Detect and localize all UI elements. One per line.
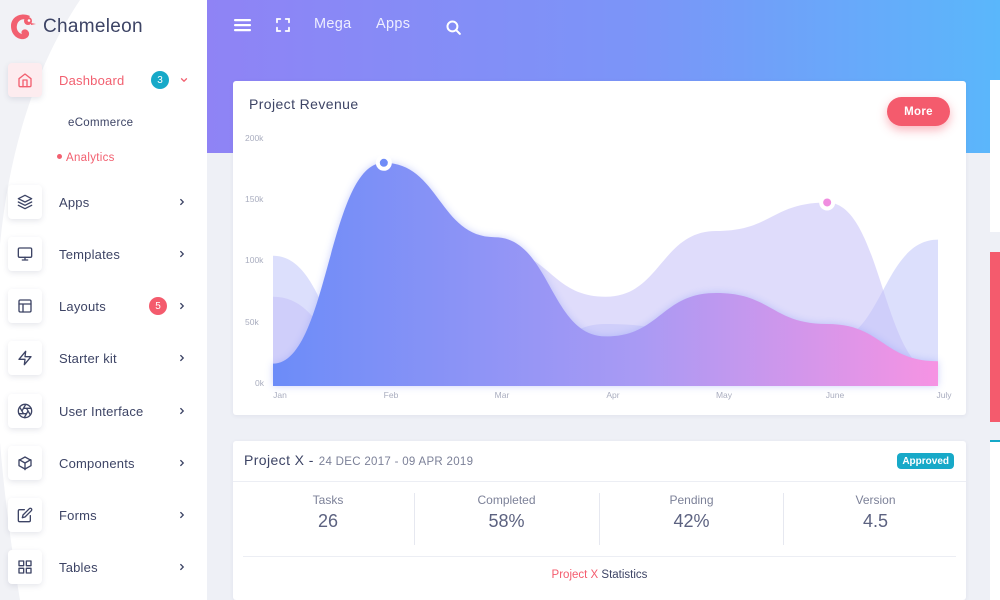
stat-value: 42% [673,511,710,531]
chevron-right-icon [175,456,189,470]
stat-value: 26 [317,511,339,531]
divider [243,556,956,557]
project-statistics-link[interactable]: Project X Statistics [233,569,966,581]
status-badge: Approved [897,453,954,469]
search-icon[interactable] [445,17,462,37]
sidebar-item-dashboard[interactable]: Dashboard 3 [8,62,203,98]
sidebar-item-label: Forms [59,507,97,523]
chevron-right-icon [175,299,189,313]
project-title: Project X - [244,452,314,468]
x-tick-label: June [825,390,845,400]
sidebar-item-tables[interactable]: Tables [8,549,203,585]
apps-menu-link[interactable]: Apps [376,16,411,32]
brand[interactable]: Chameleon [8,12,143,42]
project-dates: 24 DEC 2017 - 09 APR 2019 [318,456,474,468]
sidebar-item-label: Starter kit [59,350,117,366]
divider [233,481,966,482]
chameleon-logo-icon [11,14,36,40]
data-point-dot [379,158,388,167]
sidebar: Chameleon Dashboard 3 eCommerce Analytic… [0,0,207,600]
home-icon [8,63,42,97]
edit-icon [8,498,42,532]
stat-pending: Pending 42% [600,493,783,553]
sidebar-background-curve [0,0,80,600]
x-tick-label: May [715,390,733,400]
grid-icon [8,550,42,584]
stat-label: Tasks [312,493,344,507]
card-title: Project Revenue [249,96,359,112]
chevron-right-icon [175,247,189,261]
count-badge: 3 [151,71,169,89]
stat-completed: Completed 58% [415,493,598,553]
sidebar-item-starter-kit[interactable]: Starter kit [8,340,203,376]
layout-icon [8,289,42,323]
partial-card-accent [990,252,1000,422]
sidebar-item-label: Tables [59,559,98,575]
chevron-right-icon [175,560,189,574]
revenue-area-chart [273,154,938,386]
partial-card [990,80,1000,232]
more-button[interactable]: More [887,97,950,126]
stat-value: 4.5 [862,511,889,531]
stat-value: 58% [488,511,525,531]
project-card: Project X - 24 DEC 2017 - 09 APR 2019 Ap… [233,441,966,600]
sidebar-subitem-ecommerce[interactable]: eCommerce [68,117,134,129]
area-series-0 [273,162,938,386]
stat-tasks: Tasks 26 [243,493,413,553]
x-tick-label: Feb [383,390,399,400]
chevron-right-icon [175,404,189,418]
count-badge: 5 [149,297,167,315]
sidebar-item-templates[interactable]: Templates [8,236,203,272]
chevron-right-icon [175,195,189,209]
box-icon [8,446,42,480]
footer-highlight: Project X [551,569,599,581]
aperture-icon [8,394,42,428]
active-dot [57,154,62,160]
chevron-right-icon [175,508,189,522]
sidebar-item-label: User Interface [59,403,144,419]
sidebar-item-apps[interactable]: Apps [8,184,203,220]
y-tick-label: 50k [245,317,259,327]
zap-icon [8,341,42,375]
monitor-icon [8,237,42,271]
footer-text: Statistics [601,569,648,581]
stat-divider [414,493,415,545]
stat-divider [599,493,600,545]
sidebar-subitem-analytics[interactable]: Analytics [57,152,115,164]
layers-icon [8,185,42,219]
menu-icon[interactable] [234,15,252,35]
data-point-dot [823,198,832,207]
brand-name: Chameleon [43,16,143,37]
stat-divider [783,493,784,545]
stat-label: Pending [669,493,714,507]
partial-card [990,440,1000,600]
x-tick-label: July [936,390,952,400]
sidebar-item-components[interactable]: Components [8,445,203,481]
x-tick-label: Apr [606,390,620,400]
fullscreen-icon[interactable] [275,15,291,35]
revenue-card: Project Revenue More 200k 150k 100k 50k … [233,81,966,415]
sidebar-item-label: Templates [59,246,121,262]
sidebar-item-user-interface[interactable]: User Interface [8,393,203,429]
x-tick-label: Mar [494,390,510,400]
stat-label: Version [855,493,896,507]
sidebar-item-label: Layouts [59,298,106,314]
mega-menu-link[interactable]: Mega [314,16,352,32]
y-tick-label: 200k [245,133,264,143]
sidebar-item-label: Dashboard [59,72,125,88]
sidebar-subitem-label: Analytics [66,152,115,164]
sidebar-item-label: Components [59,455,135,471]
stat-label: Completed [477,493,536,507]
x-tick-label: Jan [273,390,287,400]
y-tick-label: 100k [245,255,264,265]
sidebar-item-layouts[interactable]: Layouts 5 [8,288,203,324]
stat-version: Version 4.5 [784,493,967,553]
chevron-down-icon [177,73,191,87]
chevron-right-icon [175,351,189,365]
project-heading: Project X - 24 DEC 2017 - 09 APR 2019 [244,452,473,468]
y-tick-label: 0k [255,378,264,388]
y-tick-label: 150k [245,194,264,204]
sidebar-item-forms[interactable]: Forms [8,497,203,533]
sidebar-item-label: Apps [59,194,90,210]
